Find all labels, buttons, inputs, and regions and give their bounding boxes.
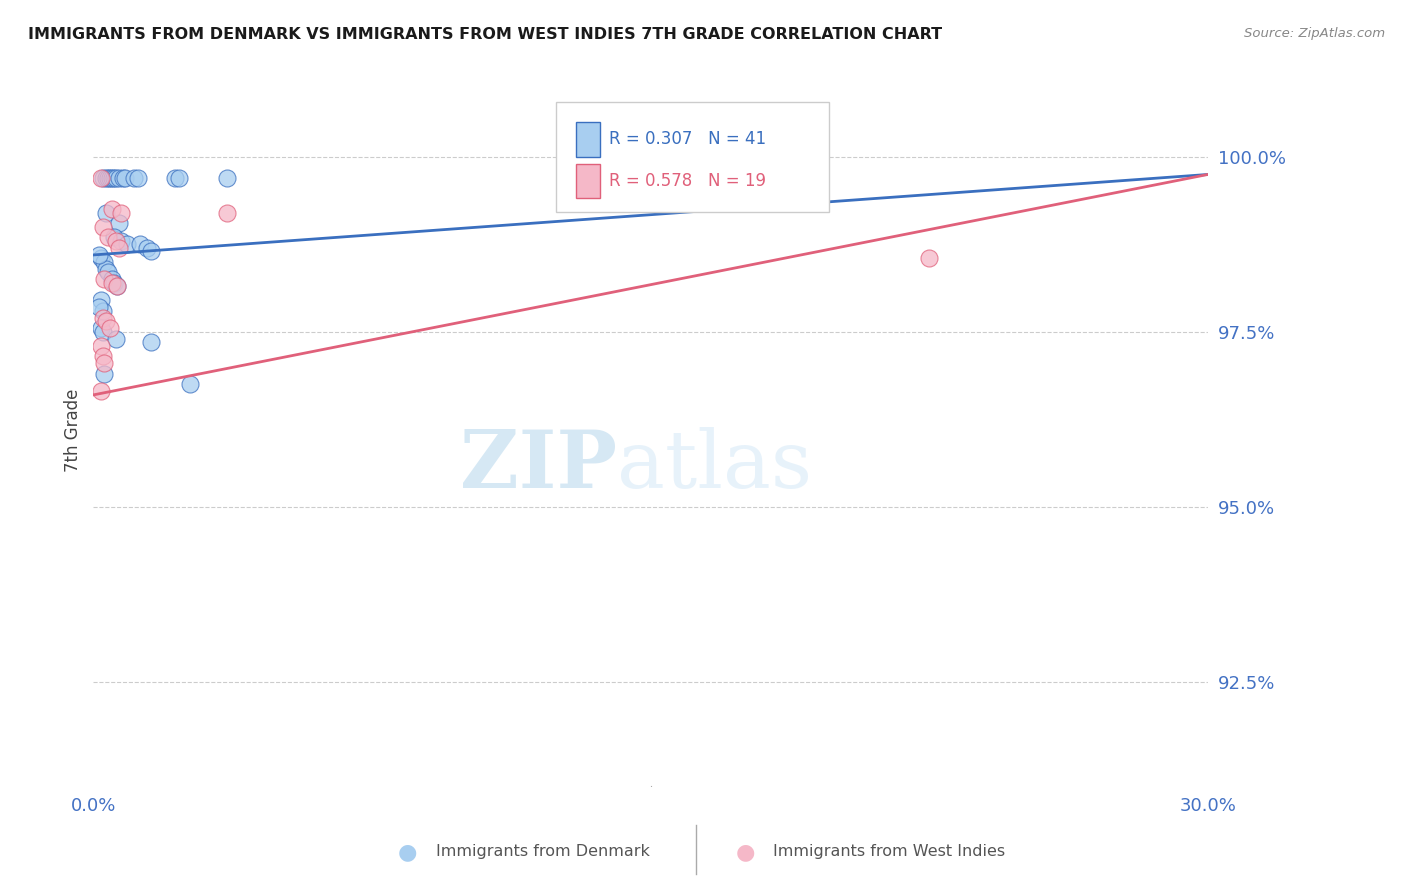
Text: Immigrants from West Indies: Immigrants from West Indies — [773, 845, 1005, 859]
Point — [90, 252, 112, 266]
Point — [136, 241, 159, 255]
Point — [179, 377, 201, 392]
FancyBboxPatch shape — [555, 102, 830, 212]
Point — [93, 367, 115, 381]
Text: R = 0.578   N = 19: R = 0.578 N = 19 — [609, 172, 766, 190]
Point — [128, 237, 150, 252]
Point — [918, 252, 941, 266]
Point — [103, 230, 125, 244]
Point — [87, 248, 110, 262]
Point — [101, 272, 124, 286]
Point — [122, 171, 145, 186]
Point — [97, 230, 120, 244]
Point — [114, 171, 136, 186]
Text: R = 0.307   N = 41: R = 0.307 N = 41 — [609, 130, 766, 148]
Point — [98, 171, 121, 186]
Point — [93, 356, 115, 370]
Point — [101, 171, 124, 186]
Point — [107, 279, 129, 293]
Point — [90, 339, 112, 353]
Point — [90, 321, 112, 335]
Point — [87, 301, 110, 315]
Text: atlas: atlas — [617, 426, 813, 505]
Text: ●: ● — [398, 842, 418, 862]
Point — [96, 262, 118, 277]
Text: Source: ZipAtlas.com: Source: ZipAtlas.com — [1244, 27, 1385, 40]
Point — [139, 244, 162, 259]
Point — [91, 171, 114, 186]
Point — [103, 171, 125, 186]
Point — [107, 279, 129, 293]
Point — [97, 171, 120, 186]
Point — [93, 272, 115, 286]
Point — [91, 219, 114, 234]
Point — [112, 171, 135, 186]
Point — [165, 171, 187, 186]
Point — [769, 171, 792, 186]
Point — [96, 206, 118, 220]
Text: Immigrants from Denmark: Immigrants from Denmark — [436, 845, 650, 859]
Point — [91, 310, 114, 325]
Point — [110, 234, 132, 248]
Point — [90, 293, 112, 308]
Point — [98, 321, 121, 335]
Point — [110, 206, 132, 220]
Point — [108, 217, 131, 231]
Point — [91, 325, 114, 339]
Point — [167, 171, 190, 186]
Point — [91, 350, 114, 364]
Point — [108, 241, 131, 255]
Point — [215, 206, 238, 220]
Point — [90, 171, 112, 186]
Point — [104, 332, 127, 346]
Point — [139, 335, 162, 350]
Point — [93, 255, 115, 269]
Y-axis label: 7th Grade: 7th Grade — [65, 388, 82, 472]
Point — [97, 265, 120, 279]
FancyBboxPatch shape — [576, 163, 600, 198]
Point — [101, 276, 124, 290]
Point — [103, 276, 125, 290]
Text: ●: ● — [735, 842, 755, 862]
Point — [104, 234, 127, 248]
Point — [91, 304, 114, 318]
Text: IMMIGRANTS FROM DENMARK VS IMMIGRANTS FROM WEST INDIES 7TH GRADE CORRELATION CHA: IMMIGRANTS FROM DENMARK VS IMMIGRANTS FR… — [28, 27, 942, 42]
Point — [96, 314, 118, 328]
Point — [127, 171, 149, 186]
Point — [115, 237, 138, 252]
Text: ZIP: ZIP — [460, 426, 617, 505]
Point — [215, 171, 238, 186]
Point — [108, 171, 131, 186]
FancyBboxPatch shape — [576, 122, 600, 156]
Point — [90, 384, 112, 399]
Point — [104, 171, 127, 186]
Point — [96, 171, 118, 186]
Point — [101, 202, 124, 217]
